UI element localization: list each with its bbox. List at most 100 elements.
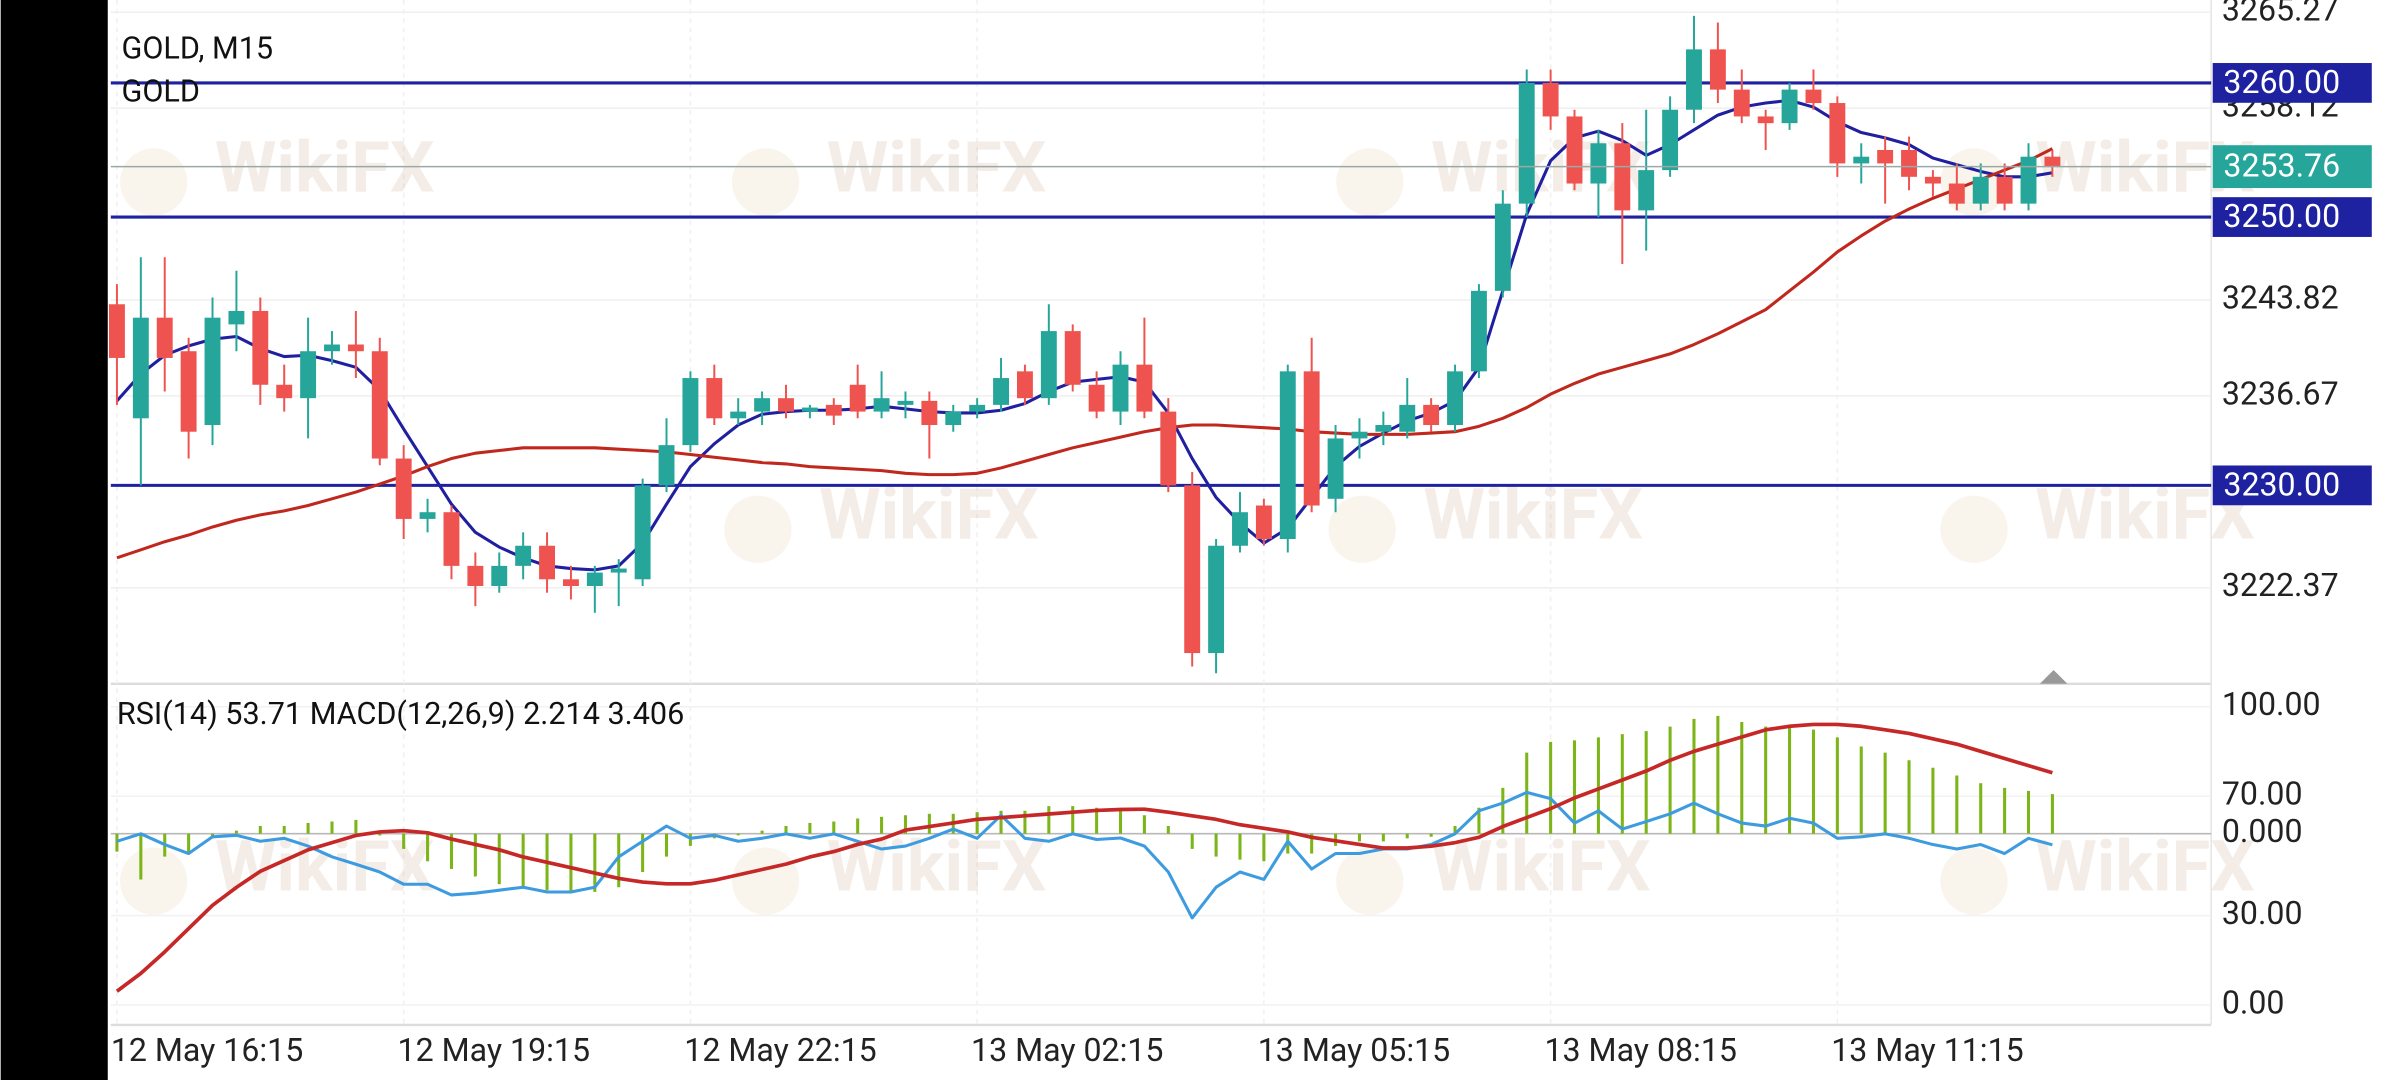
candle-body (539, 545, 555, 580)
symbol-title: GOLD, M15 (122, 32, 274, 67)
watermark-logo (731, 847, 800, 915)
candle-body (1757, 116, 1774, 124)
candle-body (1542, 82, 1559, 117)
candle-body (634, 485, 651, 580)
candle-body (252, 310, 269, 385)
y-tick-label: 0.00 (2222, 984, 2285, 1022)
x-tick-label: 13 May 11:15 (1831, 1031, 2023, 1069)
candle-body (921, 400, 938, 426)
candle-body (156, 317, 173, 358)
x-tick-label: 12 May 19:15 (398, 1031, 590, 1069)
watermark-logo (731, 148, 800, 216)
candle-body (443, 512, 460, 566)
watermark-logo (1940, 847, 2008, 915)
candle-body (945, 411, 962, 426)
candle-body (1518, 82, 1535, 204)
candle-body (1805, 89, 1822, 104)
candle-body (1184, 485, 1201, 654)
symbol-subtitle: GOLD (122, 74, 200, 109)
candle-body (395, 458, 412, 519)
candle-body (1279, 371, 1296, 540)
candle-body (993, 378, 1009, 405)
candle-body (467, 565, 484, 586)
candle-body (1494, 203, 1511, 291)
candle-body (515, 545, 532, 566)
candle-body (1614, 143, 1631, 211)
watermark-logo (1336, 148, 1404, 216)
candle-body (1208, 545, 1225, 654)
watermark-logo (120, 847, 188, 915)
candle-body (228, 310, 245, 325)
candle-body (1112, 364, 1129, 412)
watermark-logo (120, 148, 188, 216)
candle-body (2020, 156, 2037, 204)
candle-body (706, 378, 723, 419)
y-tick-label: 3265.27 (2222, 0, 2339, 29)
candle-body (1972, 176, 1989, 204)
candle-body (1948, 183, 1965, 204)
candle-body (1996, 176, 2013, 204)
candle-body (324, 344, 340, 352)
candle-body (1686, 49, 1702, 110)
candle-body (1303, 371, 1320, 506)
candle-body (682, 378, 699, 446)
x-tick-label: 13 May 08:15 (1544, 1031, 1736, 1069)
candle-body (108, 304, 125, 358)
candle-body (1232, 512, 1248, 546)
candle-body (754, 398, 771, 412)
candle-body (801, 407, 818, 412)
x-tick-label: 13 May 02:15 (971, 1031, 1163, 1069)
candle-body (658, 445, 675, 486)
signal-line (115, 722, 2053, 993)
watermark: WikiFX (827, 827, 1047, 909)
watermark-logo (1328, 495, 1396, 563)
panel-resize-handle[interactable] (2039, 670, 2068, 684)
data-layer (108, 15, 2212, 993)
candle-body (1877, 149, 1894, 164)
candle-body (1447, 371, 1463, 426)
y-tick-label: 100.00 (2222, 685, 2321, 723)
y-tick-label: 70.00 (2222, 775, 2303, 813)
candle-body (2044, 156, 2061, 167)
watermark: WikiFX (1431, 127, 1651, 209)
candle-body (1781, 89, 1798, 124)
rsi-line (116, 790, 2053, 920)
candle-body (132, 317, 149, 419)
candle-body (586, 572, 603, 586)
candle-body (1255, 505, 1272, 540)
candle-body (1709, 49, 1726, 90)
candle-body (1064, 331, 1081, 385)
candle-body (1566, 116, 1583, 184)
watermark: WikiFX (819, 475, 1039, 557)
candle-body (1853, 156, 1870, 164)
candle-body (1662, 109, 1679, 171)
candle-body (491, 565, 508, 586)
level-tag (2212, 63, 2372, 103)
watermark-layer: WikiFX WikiFX WikiFX WikiFX WikiFX WikiFX Wiki… (120, 127, 2255, 915)
candle-body (180, 351, 197, 432)
level-label: 3230.00 (2223, 465, 2340, 503)
candle-body (1351, 431, 1368, 439)
indicator-title: RSI(14) 53.71 MACD(12,26,9) 2.214 3.406 (117, 697, 684, 732)
candle-body (419, 512, 436, 519)
last-price-label: 3253.76 (2223, 147, 2340, 185)
candle-body (562, 579, 579, 586)
watermark: WikiFX (215, 127, 435, 209)
candle-body (849, 384, 866, 412)
candle-body (778, 398, 794, 412)
candle-body (1829, 103, 1846, 164)
candle-body (1160, 411, 1177, 486)
candle-body (897, 400, 914, 405)
candle-body (1327, 438, 1344, 499)
candle-body (730, 411, 747, 419)
candle-body (969, 404, 986, 412)
candle-body (1136, 364, 1153, 412)
candle-body (1040, 331, 1057, 399)
watermark: WikiFX (827, 127, 1047, 209)
candle-body (1733, 89, 1750, 117)
screen-edge (0, 0, 108, 1080)
candle-body (1924, 176, 1941, 184)
watermark-logo (1940, 495, 2008, 563)
candle-body (1423, 404, 1440, 426)
